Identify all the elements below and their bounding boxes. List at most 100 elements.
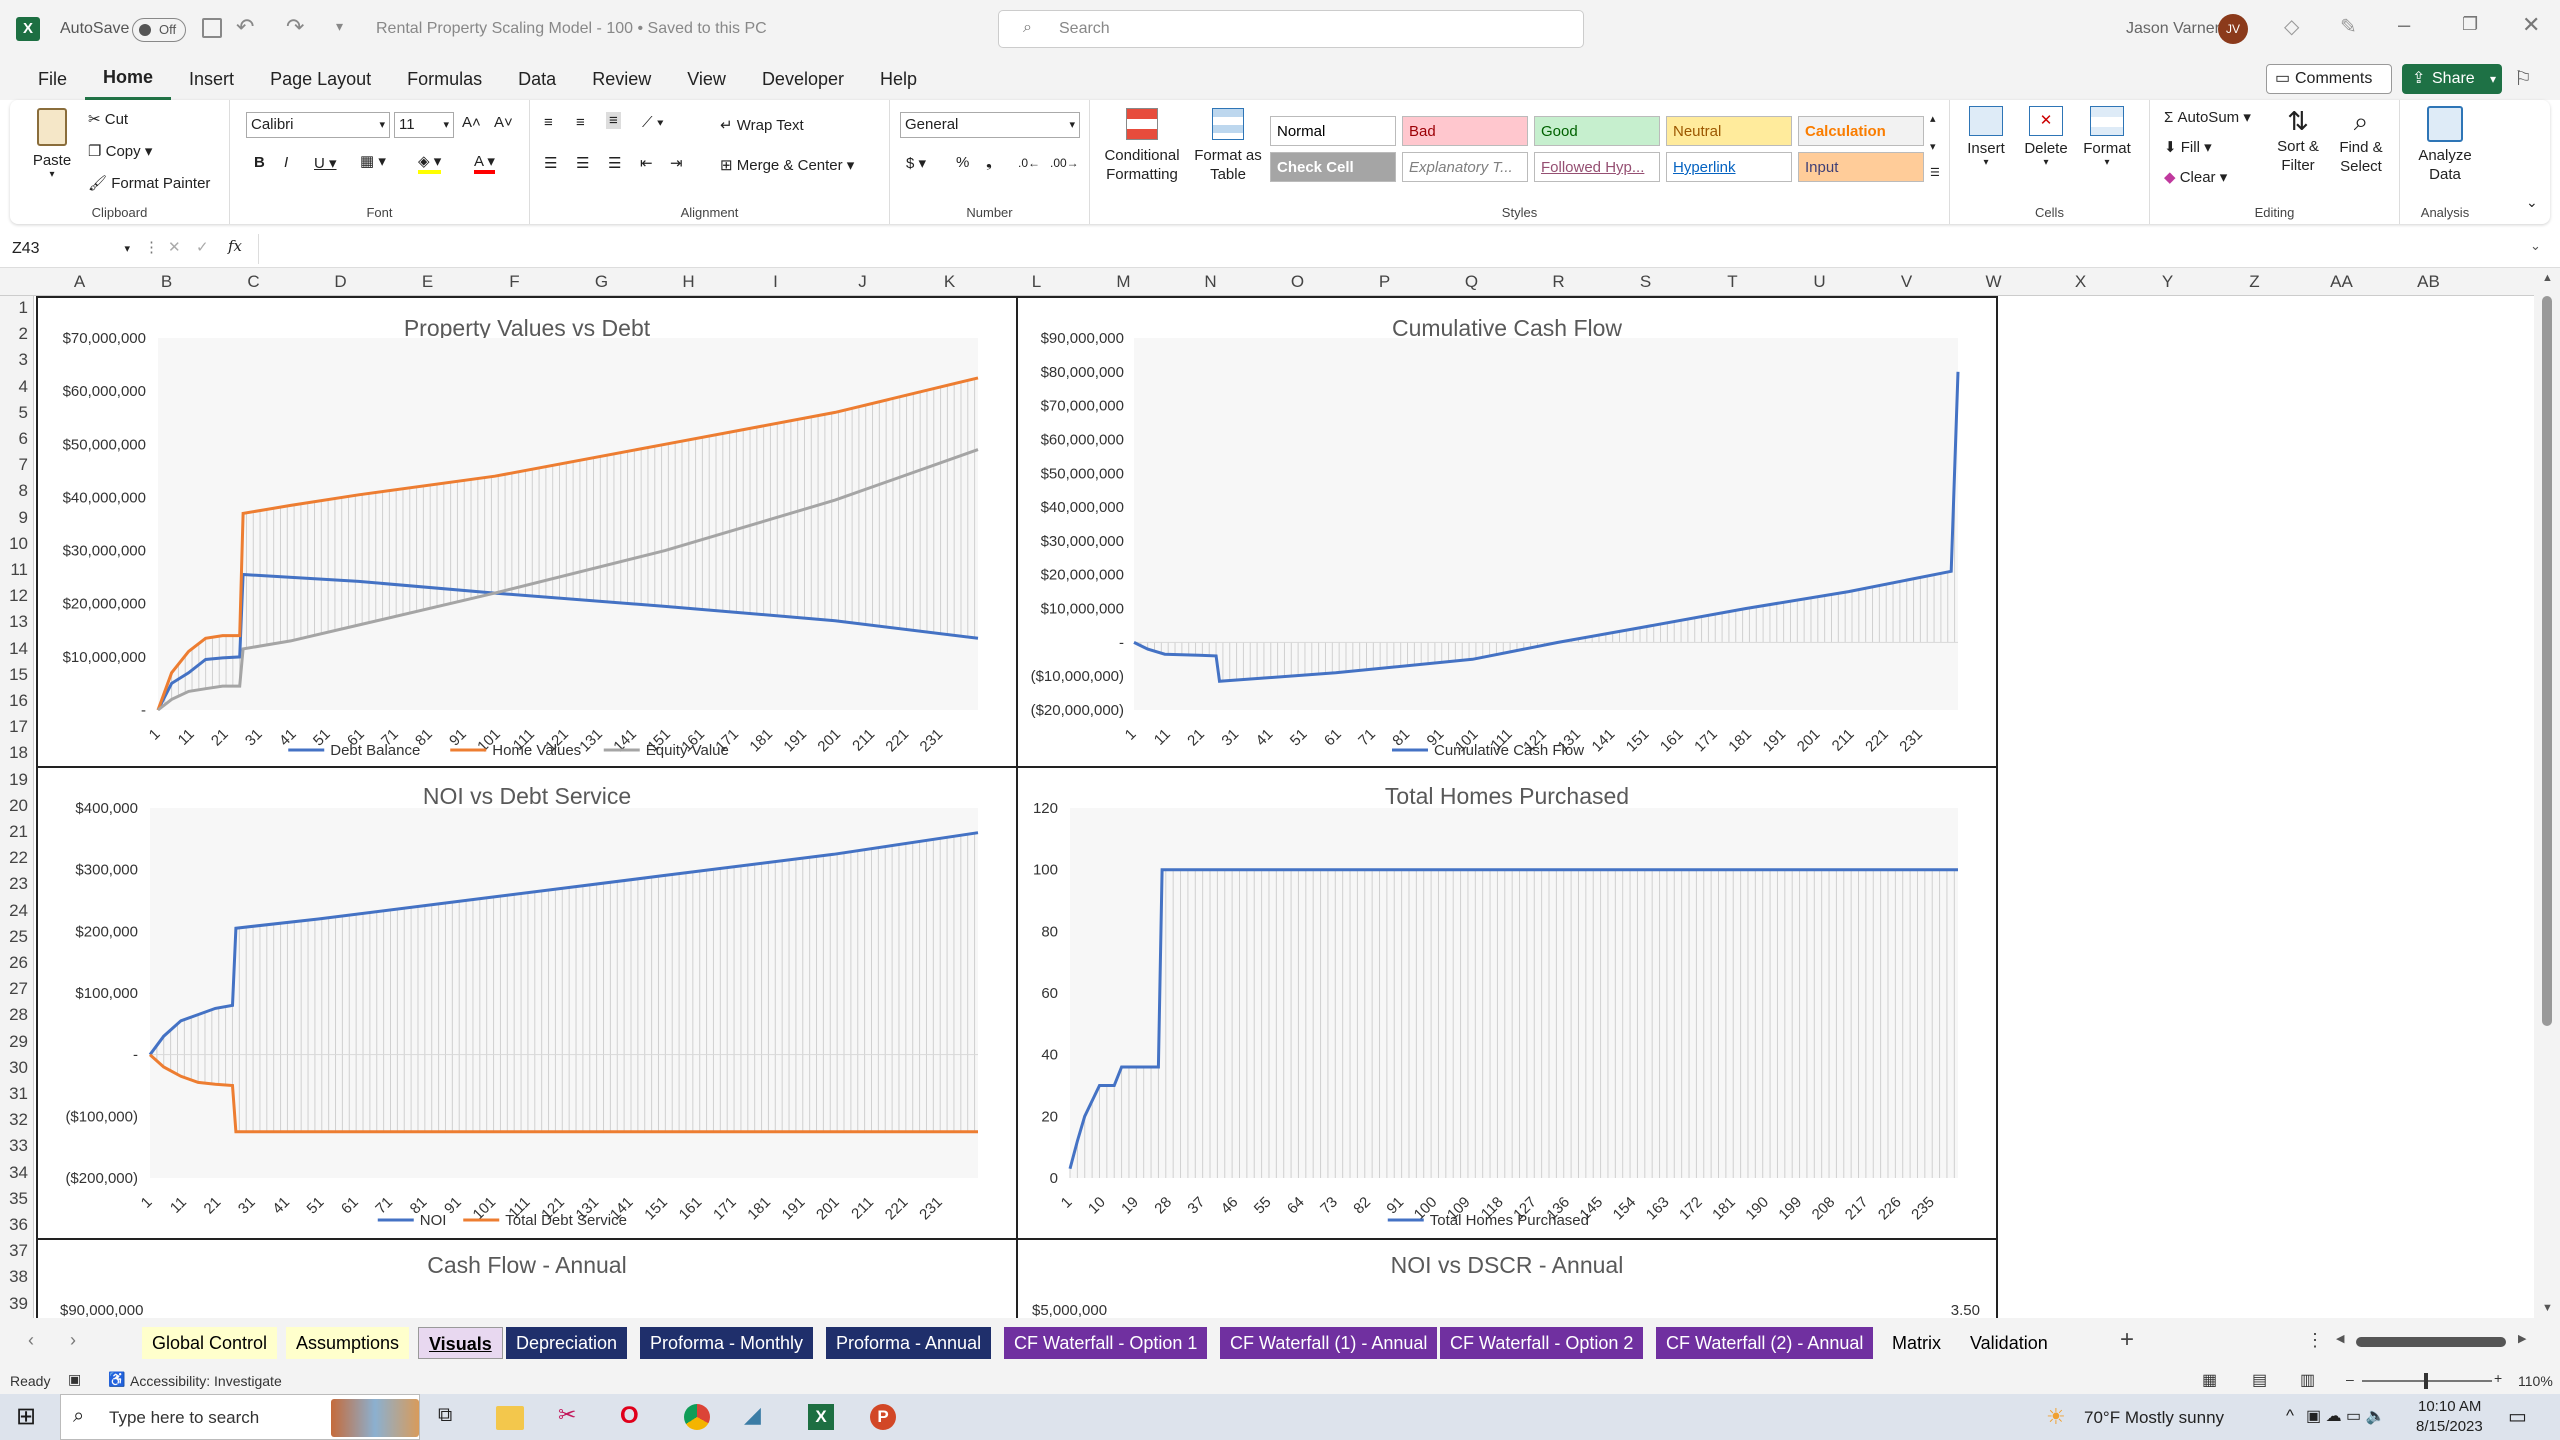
close-icon[interactable]: ✕ (2522, 12, 2541, 37)
scroll-down-icon[interactable]: ▼ (2542, 1302, 2553, 1314)
add-sheet-icon[interactable]: + (2120, 1326, 2135, 1353)
row-header-8[interactable]: 8 (18, 481, 28, 501)
series-line-home-values[interactable] (156, 376, 979, 711)
chart-cumulative-cash-flow[interactable]: Cumulative Cash Flow $90,000,000 $80,000,0… (1016, 296, 1998, 768)
row-header-4[interactable]: 4 (18, 376, 28, 396)
menu-developer[interactable]: Developer (761, 69, 844, 89)
copy-button[interactable]: ❐ Copy ▾ (88, 143, 153, 160)
cell-style-check-cell[interactable]: Check Cell (1270, 152, 1396, 182)
column-header-y[interactable]: Y (2161, 272, 2174, 291)
column-header-t[interactable]: T (1727, 272, 1738, 291)
borders-icon[interactable]: ▦ ▾ (360, 153, 386, 170)
row-header-26[interactable]: 26 (9, 953, 28, 972)
row-header-17[interactable]: 17 (9, 717, 28, 737)
menu-home[interactable]: Home (85, 58, 172, 100)
cell-style-input[interactable]: Input (1798, 152, 1924, 182)
column-header-l[interactable]: L (1031, 272, 1042, 291)
column-header-a[interactable]: A (73, 272, 86, 291)
file-title[interactable]: Rental Property Scaling Model - 100 • Sa… (376, 20, 767, 37)
row-header-24[interactable]: 24 (9, 900, 28, 920)
tab-options-icon[interactable]: ⋮ (2306, 1330, 2324, 1350)
column-header-d[interactable]: D (334, 272, 347, 291)
increase-decimal-icon[interactable]: .0← (1018, 156, 1041, 170)
task-view-icon[interactable]: ⧉ (438, 1404, 453, 1426)
row-header-12[interactable]: 12 (9, 586, 28, 606)
insert-function-icon[interactable]: fx (228, 237, 243, 255)
column-header-o[interactable]: O (1290, 272, 1305, 291)
delete-cells-button[interactable]: ✕ Delete ▾ (2016, 106, 2076, 168)
series-line-total-debt-service[interactable] (148, 1053, 978, 1134)
redo-icon[interactable]: ↷ (286, 14, 305, 39)
column-header-n[interactable]: N (1204, 272, 1217, 291)
menu-insert[interactable]: Insert (189, 69, 235, 89)
series-line-cumulative-cash-flow[interactable] (1133, 371, 1960, 683)
collapse-ribbon-icon[interactable]: ⌄ (2526, 194, 2538, 210)
decrease-indent-icon[interactable]: ⇤ (640, 155, 653, 172)
menu-review[interactable]: Review (592, 69, 652, 89)
row-header-38[interactable]: 38 (9, 1267, 28, 1287)
row-header-31[interactable]: 31 (9, 1084, 28, 1103)
cut-button[interactable]: ✂ Cut (88, 111, 129, 128)
menu-help[interactable]: Help (879, 69, 918, 89)
sheet-tab-matrix[interactable]: Matrix (1882, 1327, 1951, 1359)
accessibility-status[interactable]: Accessibility: Investigate (130, 1373, 282, 1389)
formula-options-icon[interactable]: ⋮ (144, 239, 159, 256)
excel-taskbar-icon[interactable]: X (808, 1404, 834, 1430)
column-header-q[interactable]: Q (1464, 272, 1479, 291)
sheet-tab-cf-waterfall-2-annual[interactable]: CF Waterfall (2) - Annual (1656, 1327, 1874, 1359)
row-header-2[interactable]: 2 (18, 324, 28, 344)
row-header-23[interactable]: 23 (9, 874, 28, 894)
save-icon[interactable] (202, 18, 222, 38)
styles-more-icon[interactable]: ☰ (1930, 167, 1940, 179)
pen-icon[interactable]: ✎ (2340, 16, 2357, 38)
increase-indent-icon[interactable]: ⇥ (670, 155, 683, 172)
menu-file[interactable]: File (38, 69, 68, 89)
currency-icon[interactable]: $ ▾ (906, 155, 927, 172)
align-center-icon[interactable]: ☰ (576, 155, 590, 172)
notifications-icon[interactable]: ▭ (2508, 1406, 2527, 1428)
diamond-icon[interactable]: ◇ (2284, 16, 2300, 38)
column-header-u[interactable]: U (1813, 272, 1826, 291)
row-header-34[interactable]: 34 (9, 1162, 28, 1182)
column-header-b[interactable]: B (160, 272, 173, 291)
chrome-icon[interactable] (684, 1404, 710, 1430)
page-layout-view-icon[interactable]: ▤ (2252, 1372, 2268, 1389)
column-header-j[interactable]: J (858, 272, 867, 291)
row-header-29[interactable]: 29 (9, 1031, 28, 1051)
align-top-icon[interactable]: ≡ (544, 114, 553, 131)
row-header-21[interactable]: 21 (9, 822, 28, 841)
shrink-font-icon[interactable]: A˅ (494, 114, 513, 131)
row-header-32[interactable]: 32 (9, 1110, 28, 1130)
horizontal-scrollbar[interactable]: ◀ ▶ (2336, 1332, 2532, 1352)
format-cells-button[interactable]: Format ▾ (2076, 106, 2138, 168)
column-header-e[interactable]: E (421, 272, 434, 291)
align-bottom-icon[interactable]: ≡ (606, 112, 621, 129)
row-header-15[interactable]: 15 (9, 664, 28, 684)
tab-scroll-right-icon[interactable]: › (70, 1330, 76, 1350)
sheet-tab-proforma-annual[interactable]: Proforma - Annual (826, 1327, 992, 1359)
row-header-37[interactable]: 37 (9, 1241, 28, 1261)
tray-chevron-icon[interactable]: ^ (2286, 1406, 2294, 1425)
sheet-tab-depreciation[interactable]: Depreciation (506, 1327, 628, 1359)
cell-style-bad[interactable]: Bad (1402, 116, 1528, 146)
chart-noi-vs-dscr-annual[interactable]: NOI vs DSCR - Annual $5,000,000 3.50 (1016, 1238, 1998, 1318)
sheet-grid[interactable]: Property Values vs Debt $70,000,000 $60,00… (34, 296, 2534, 1318)
qat-customize-icon[interactable]: ▾ (336, 18, 344, 34)
fill-button[interactable]: ⬇ Fill ▾ (2164, 139, 2212, 156)
column-header-r[interactable]: R (1552, 272, 1565, 291)
menu-page-layout[interactable]: Page Layout (270, 69, 372, 89)
column-header-p[interactable]: P (1378, 272, 1391, 291)
chart-property-values-vs-debt[interactable]: Property Values vs Debt $70,000,000 $60,00… (36, 296, 1018, 768)
sheet-tab-validation[interactable]: Validation (1960, 1327, 2058, 1359)
scroll-thumb[interactable] (2542, 296, 2552, 1026)
sheet-tab-cf-waterfall-1-annual[interactable]: CF Waterfall (1) - Annual (1220, 1327, 1438, 1359)
menu-data[interactable]: Data (518, 69, 557, 89)
row-header-5[interactable]: 5 (18, 402, 28, 422)
decrease-decimal-icon[interactable]: .00→ (1050, 156, 1079, 170)
italic-button[interactable]: I (284, 154, 289, 171)
row-header-30[interactable]: 30 (9, 1057, 28, 1077)
page-break-view-icon[interactable]: ▥ (2300, 1372, 2316, 1389)
sheet-tab-cf-waterfall-option-2[interactable]: CF Waterfall - Option 2 (1440, 1327, 1644, 1359)
column-header-aa[interactable]: AA (2330, 272, 2353, 291)
cell-style-calculation[interactable]: Calculation (1798, 116, 1924, 146)
